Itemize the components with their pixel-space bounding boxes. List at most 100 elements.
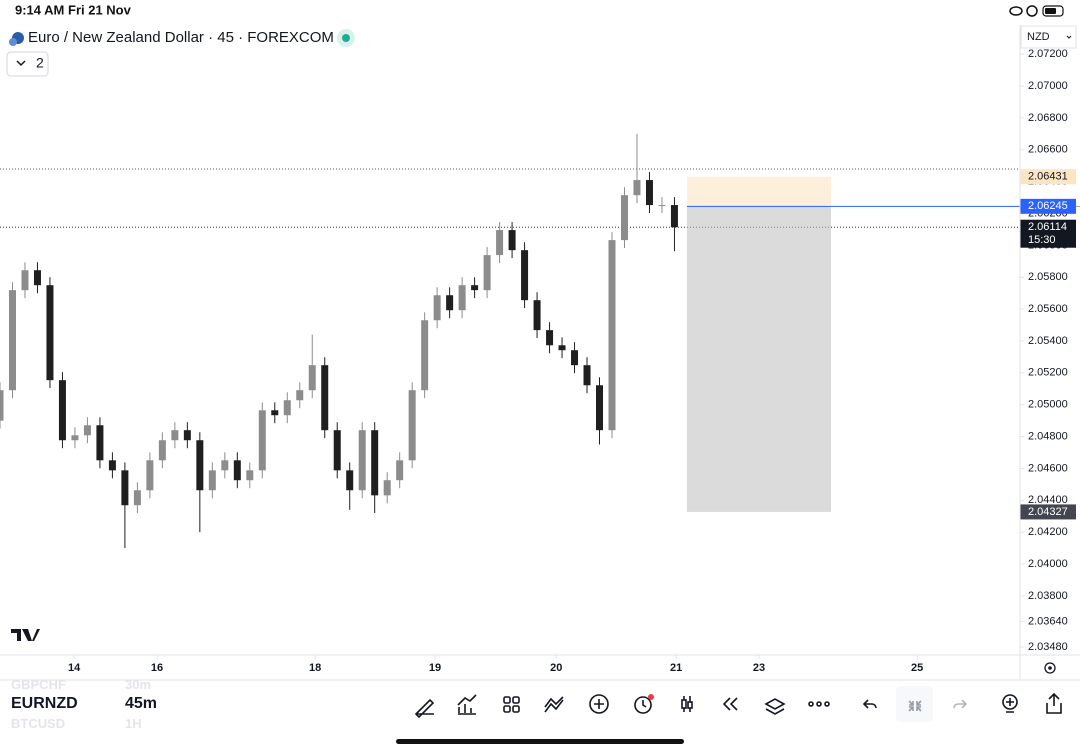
candle-body [408,390,416,461]
alert-tool[interactable] [634,696,652,714]
candle-body [71,435,79,441]
candle-body [633,180,641,196]
position-risk [686,176,831,207]
y-tick-label: 2.05000 [1028,399,1068,411]
y-tick-label: 2.04000 [1028,558,1068,570]
entry-tag: 2.06245 [1028,200,1068,212]
last-price-tag: 2.06114 [1028,221,1067,233]
compare-tool[interactable] [544,696,564,713]
candle-body [258,410,266,471]
settings-icon-dot [1048,666,1052,670]
x-tick-label: 16 [151,662,163,674]
candle-body [346,470,354,491]
templates-tool[interactable] [503,696,511,704]
layers-tool[interactable] [764,698,786,715]
candle-body [46,285,54,381]
candle-body [396,460,404,481]
last-price-tag-bg [1020,219,1076,248]
indicators-toggle[interactable] [6,51,49,77]
candle-body [58,380,66,441]
candle-body [271,410,279,416]
candle-body [670,205,678,228]
symbol-title[interactable]: Euro / New Zealand Dollar · 45 · FOREXCO… [28,29,334,46]
watchlist-interval[interactable]: 1H [125,716,142,731]
y-tick-label: 2.03640 [1028,615,1068,627]
ideas-tool[interactable] [1002,694,1018,710]
candle-body [121,470,129,506]
y-tick-label: 2.03800 [1028,590,1068,602]
candle-body [146,460,154,491]
candle-body [383,480,391,496]
watchlist-symbol[interactable]: EURNZD [11,695,78,712]
candle-body [471,285,479,291]
candle-body [421,320,429,391]
candle-body [533,300,541,331]
candle-body [83,425,91,436]
tv-logo [11,629,40,641]
candle-body [133,490,141,506]
candle-body [183,430,191,441]
x-tick-label: 23 [753,662,765,674]
watchlist-interval[interactable]: 45m [125,695,158,712]
target-tag: 2.04327 [1028,506,1068,518]
chevron [16,60,26,67]
candle-body [333,430,341,471]
currency: NZD [1027,31,1050,43]
entry-tag-bg [1020,198,1076,214]
candle-body [446,295,454,311]
y-tick-label: 2.05400 [1028,335,1068,347]
watchlist-symbol[interactable]: GBPCHF [11,677,66,692]
chart: 2.072002.070002.068002.066002.064002.062… [0,48,1080,674]
candle-body [433,295,441,321]
target-tag-bg [1020,504,1076,520]
market-status-dot [342,34,350,42]
stop-tag-bg [1020,169,1076,185]
candle-body [246,470,254,481]
active-button [896,686,933,722]
x-tick-label: 18 [309,662,321,674]
home-indicator [396,739,684,744]
candle-body [321,365,329,431]
candle-body [0,390,4,421]
x-tick-label: 20 [550,662,562,674]
candle-body [158,440,166,461]
indicators-count: 2 [36,55,44,71]
countdown: 15:30 [1028,234,1056,246]
add-tool[interactable] [589,694,609,714]
candle-body [108,460,116,471]
indicators-tool[interactable] [457,694,477,715]
settings-icon[interactable] [1044,662,1056,674]
share-tool[interactable] [1046,692,1062,714]
candle-body [33,270,41,286]
y-tick-label: 2.04400 [1028,494,1068,506]
watchlist-symbol[interactable]: BTCUSD [11,716,66,731]
x-tick-label: 21 [670,662,682,674]
redo-tool[interactable] [953,699,968,709]
candle-body [208,470,216,491]
chevron [1066,35,1072,39]
watchlist-interval[interactable]: 30m [125,677,152,692]
candle-body [483,255,491,291]
candle-body [358,430,366,491]
position-reward [686,206,831,512]
candle-body [283,400,291,416]
candle-body [583,365,591,386]
undo-tool[interactable] [862,699,877,709]
alert-badge [648,694,654,700]
status-time: 9:14 AM [15,2,64,17]
x-tick-label: 14 [68,662,81,674]
candle-body [608,240,616,431]
currency-button[interactable] [1020,25,1077,49]
candle-body [296,390,304,401]
y-tick-label: 2.04800 [1028,430,1068,442]
more-tool[interactable] [808,701,814,707]
draw-tool[interactable] [414,698,435,719]
candle-body [521,250,529,301]
y-tick-label: 2.05800 [1028,271,1068,283]
candle-body [8,290,16,391]
status-date: Fri 21 Nov [68,2,132,17]
candle-body [645,180,653,206]
replay-tool[interactable] [722,697,738,711]
